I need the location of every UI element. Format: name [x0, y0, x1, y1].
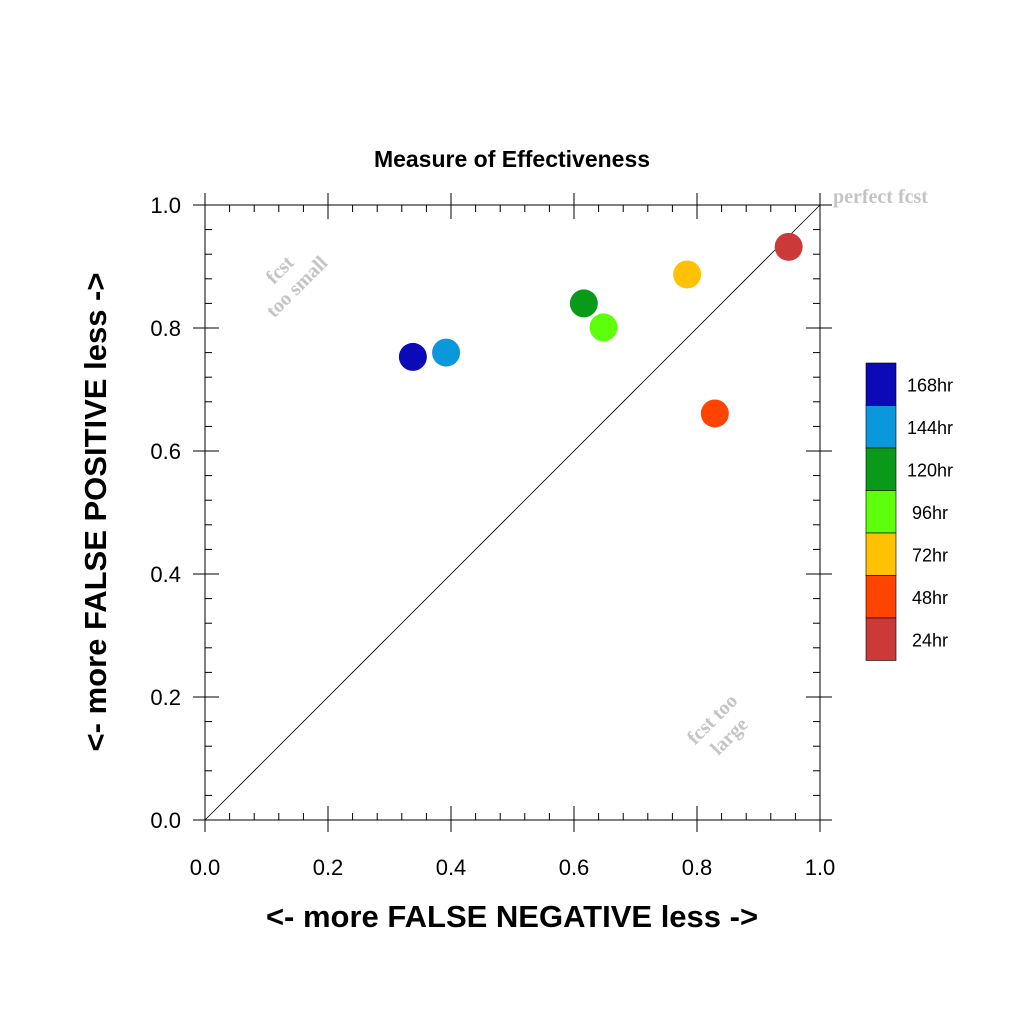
legend-label-48hr: 48hr [912, 588, 948, 608]
data-points [398, 232, 803, 428]
data-point-168hr [398, 342, 427, 371]
data-point-120hr [569, 289, 598, 318]
data-point-48hr [700, 399, 729, 428]
x-tick-label: 1.0 [805, 855, 836, 880]
plot-axes: 0.0 0.2 0.4 0.6 0.8 1.0 0.0 0.2 0.4 0.6 0.8 1.0 [150, 193, 835, 880]
legend-swatch-120hr [865, 447, 897, 491]
x-tick-label: 0.0 [190, 855, 221, 880]
x-tick-label: 0.6 [559, 855, 590, 880]
annotation-too-large: fcst too large [683, 690, 753, 760]
x-axis-label: <- more FALSE NEGATIVE less -> [266, 899, 758, 934]
y-tick-label: 0.2 [150, 685, 181, 710]
x-tick-label: 0.2 [313, 855, 344, 880]
y-tick-label: 0.8 [150, 316, 181, 341]
legend-label-96hr: 96hr [912, 503, 948, 523]
diagonal-reference-line [204, 204, 821, 821]
x-tick-label: 0.4 [436, 855, 467, 880]
legend-swatch-144hr [865, 405, 897, 449]
legend-label-120hr: 120hr [907, 460, 953, 480]
y-tick-label: 1.0 [150, 193, 181, 218]
legend-swatch-48hr [865, 575, 897, 619]
legend-swatch-24hr [865, 617, 897, 661]
legend-label-168hr: 168hr [907, 375, 953, 395]
y-tick-label: 0.4 [150, 562, 181, 587]
plot-frame [204, 204, 821, 821]
legend-label-24hr: 24hr [912, 630, 948, 650]
legend-swatch-96hr [865, 490, 897, 534]
data-point-24hr [774, 232, 803, 261]
data-point-144hr [432, 338, 461, 367]
data-point-72hr [673, 260, 702, 289]
data-point-96hr [589, 313, 618, 342]
legend-label-72hr: 72hr [912, 545, 948, 565]
y-axis-label: <- more FALSE POSITIVE less -> [78, 273, 113, 752]
y-tick-label: 0.6 [150, 439, 181, 464]
legend-swatch-168hr [865, 362, 897, 406]
y-tick-label: 0.0 [150, 808, 181, 833]
annotation-perfect-fcst: perfect fcst [833, 186, 928, 208]
legend: 168hr 144hr 120hr 96hr 72hr 48hr 24hr [865, 362, 953, 661]
legend-label-144hr: 144hr [907, 418, 953, 438]
annotation-too-small: fcst too small [262, 251, 333, 322]
chart-title: Measure of Effectiveness [374, 146, 650, 172]
x-tick-label: 0.8 [682, 855, 713, 880]
legend-swatch-72hr [865, 532, 897, 576]
